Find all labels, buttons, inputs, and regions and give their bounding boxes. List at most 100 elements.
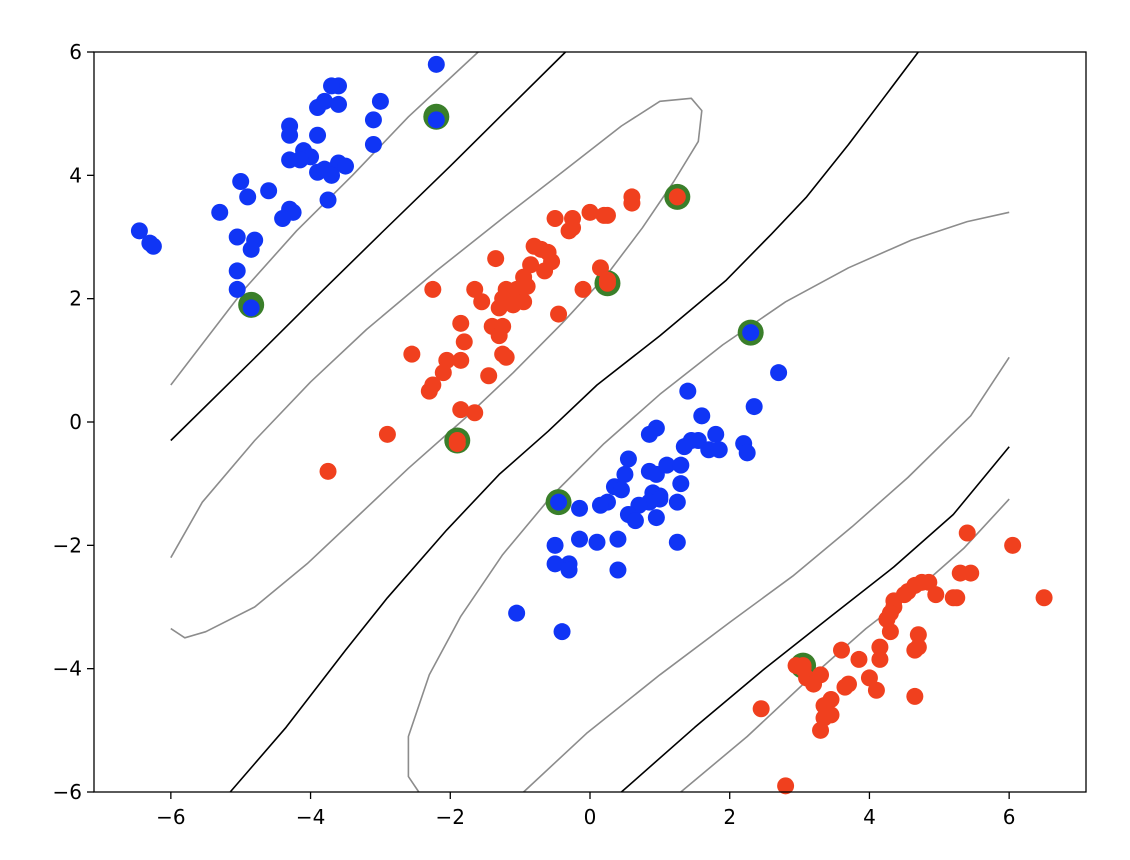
blue-point xyxy=(626,512,644,530)
x-tick-label: −6 xyxy=(156,805,185,829)
red-point xyxy=(490,327,508,345)
red-point xyxy=(490,299,508,317)
red-point xyxy=(598,206,616,224)
blue-point xyxy=(738,444,756,462)
x-tick-label: 6 xyxy=(1003,805,1016,829)
red-point xyxy=(522,256,540,274)
x-tick-label: −2 xyxy=(436,805,465,829)
blue-point xyxy=(130,222,148,240)
red-point xyxy=(871,650,889,668)
blue-point xyxy=(668,533,686,551)
blue-point xyxy=(745,398,763,416)
red-point xyxy=(452,314,470,332)
blue-point xyxy=(612,481,630,499)
red-point xyxy=(909,626,927,644)
y-tick-label: 6 xyxy=(69,40,82,64)
red-point xyxy=(560,222,578,240)
red-point xyxy=(623,194,641,212)
blue-point xyxy=(228,262,246,280)
blue-point xyxy=(588,533,606,551)
red-point xyxy=(536,262,554,280)
blue-point xyxy=(679,382,697,400)
blue-point xyxy=(260,182,278,200)
blue-point xyxy=(616,465,634,483)
red-point xyxy=(598,274,616,292)
red-point xyxy=(752,700,770,718)
blue-point xyxy=(609,561,627,579)
red-point xyxy=(906,641,924,659)
blue-point xyxy=(427,111,445,129)
red-point xyxy=(515,293,533,311)
red-point xyxy=(906,687,924,705)
blue-point xyxy=(316,92,334,110)
red-point xyxy=(378,425,396,443)
red-point xyxy=(448,432,466,449)
red-point xyxy=(546,210,564,227)
blue-point xyxy=(228,280,246,298)
red-point xyxy=(668,188,686,206)
blue-point xyxy=(364,111,382,129)
y-tick-label: 0 xyxy=(69,410,82,434)
red-point xyxy=(319,462,337,480)
contour-lines xyxy=(170,51,1010,793)
blue-point xyxy=(553,623,571,641)
x-tick-label: 4 xyxy=(863,805,876,829)
blue-point xyxy=(242,299,260,317)
y-tick-label: −6 xyxy=(53,780,82,804)
blue-point xyxy=(770,364,788,382)
blue-point xyxy=(309,126,327,144)
blue-point xyxy=(336,157,354,175)
blue-point xyxy=(742,324,760,342)
blue-point xyxy=(211,203,229,221)
blue-point xyxy=(228,228,246,246)
red-point xyxy=(948,589,966,607)
margin-contour xyxy=(523,356,1010,793)
blue-point xyxy=(640,425,658,443)
red-point xyxy=(581,203,599,221)
margin-contour xyxy=(170,97,703,639)
red-point xyxy=(452,351,470,369)
blue-point xyxy=(647,465,665,483)
y-tick-label: −2 xyxy=(53,533,82,557)
red-point xyxy=(777,777,795,795)
blue-point xyxy=(281,126,299,144)
red-point xyxy=(867,681,885,699)
red-point xyxy=(497,348,515,366)
margin-contour xyxy=(680,498,1010,793)
blue-point xyxy=(550,493,568,511)
blue-point xyxy=(274,210,292,227)
blue-point xyxy=(546,536,564,554)
margin-contour xyxy=(407,211,1010,793)
data-points xyxy=(130,55,1053,795)
blue-point xyxy=(710,441,728,459)
blue-point xyxy=(508,604,526,622)
x-tick-label: −4 xyxy=(296,805,325,829)
red-point xyxy=(452,401,470,419)
blue-point xyxy=(668,493,686,511)
red-point xyxy=(832,641,850,659)
y-tick-label: 4 xyxy=(69,163,82,187)
blue-point xyxy=(319,191,337,209)
red-point xyxy=(1004,536,1022,554)
red-point xyxy=(487,250,505,268)
blue-point xyxy=(546,555,564,573)
red-point xyxy=(1035,589,1053,607)
blue-point xyxy=(281,151,299,169)
red-point xyxy=(951,564,969,582)
decision-boundary-contour xyxy=(170,51,567,442)
blue-point xyxy=(323,77,341,95)
blue-point xyxy=(619,450,637,468)
blue-point xyxy=(609,530,627,548)
red-point xyxy=(574,280,592,298)
blue-point xyxy=(591,496,609,514)
blue-point xyxy=(672,475,690,493)
red-point xyxy=(794,657,812,675)
red-point xyxy=(403,345,421,363)
red-point xyxy=(812,721,830,739)
decision-boundary-contour xyxy=(620,446,1010,793)
red-point xyxy=(550,305,568,323)
decision-boundary-contour xyxy=(229,51,919,793)
blue-point xyxy=(371,92,389,110)
